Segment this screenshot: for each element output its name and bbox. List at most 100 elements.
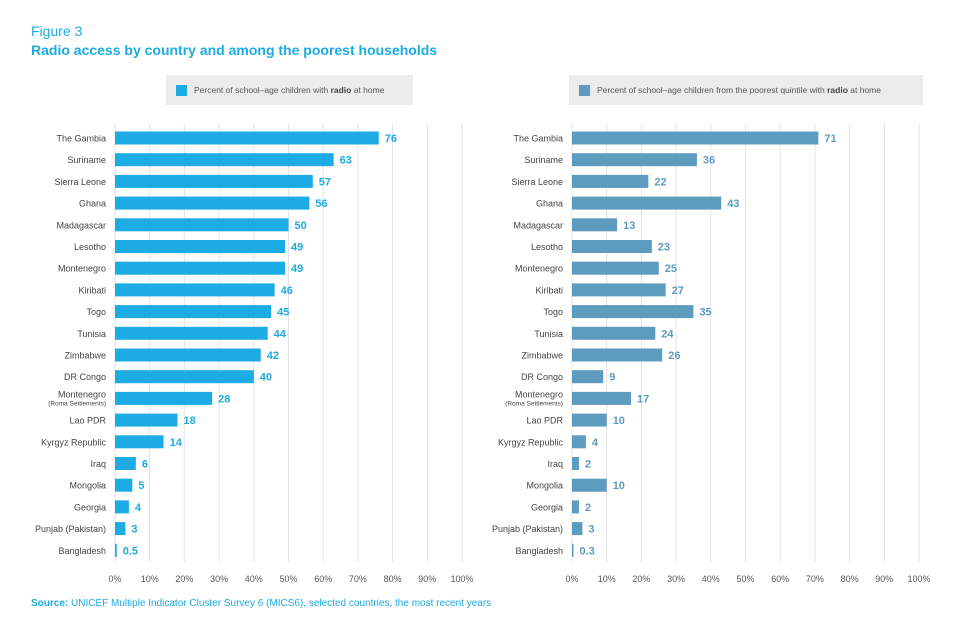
value-label: 9: [609, 372, 615, 384]
category-label: Montenegro: [515, 264, 563, 274]
x-tick-label: 10%: [598, 574, 616, 584]
value-label: 26: [668, 350, 680, 362]
bar: [572, 326, 656, 340]
x-tick-label: 20%: [632, 574, 650, 584]
value-label: 45: [277, 307, 289, 319]
category-label: Mongolia: [69, 481, 106, 491]
category-label: Lesotho: [74, 242, 106, 252]
value-label: 44: [274, 328, 287, 340]
legend-swatch-left: [176, 84, 187, 96]
value-label: 14: [170, 437, 183, 449]
bar: [572, 457, 579, 470]
category-label: Kiribati: [535, 285, 563, 295]
value-label: 24: [661, 328, 674, 340]
category-label: Montenegro: [515, 389, 563, 399]
category-label: Montenegro: [58, 264, 106, 274]
bar: [572, 500, 579, 514]
bar: [572, 261, 659, 275]
bar: [572, 305, 694, 319]
bar: [115, 543, 117, 557]
value-label: 0.3: [580, 545, 595, 557]
legend-text-left: Percent of school–age children with radi…: [194, 85, 385, 95]
bar: [572, 478, 607, 492]
x-tick-label: 50%: [736, 574, 754, 584]
value-label: 71: [824, 133, 836, 145]
value-label: 28: [218, 393, 230, 405]
value-label: 2: [585, 502, 591, 514]
x-tick-label: 60%: [314, 574, 332, 584]
category-label: Togo: [86, 307, 106, 317]
x-tick-label: 40%: [245, 574, 263, 584]
x-tick-label: 90%: [875, 574, 893, 584]
value-label: 13: [623, 220, 635, 232]
value-label: 2: [585, 459, 591, 471]
category-label: Lesotho: [531, 242, 563, 252]
category-label: Kiribati: [78, 285, 106, 295]
bar: [115, 196, 310, 210]
chart-title: Radio access by country and among the po…: [31, 42, 438, 58]
bar: [572, 131, 819, 145]
category-label: Ghana: [536, 199, 563, 209]
bar: [115, 131, 379, 145]
x-tick-label: 70%: [349, 574, 367, 584]
bar: [115, 391, 213, 405]
category-label: Lao PDR: [526, 416, 563, 426]
value-label: 18: [183, 415, 195, 427]
category-label: Madagascar: [513, 220, 563, 230]
value-label: 6: [142, 459, 148, 471]
category-label: Zimbabwe: [521, 351, 563, 361]
category-label: Iraq: [547, 459, 563, 469]
category-label: Georgia: [531, 502, 563, 512]
bar: [115, 413, 178, 427]
bar: [115, 218, 289, 232]
value-label: 36: [703, 155, 715, 167]
category-label: Suriname: [67, 155, 106, 165]
bar: [572, 413, 607, 427]
value-label: 43: [727, 198, 739, 210]
bar: [572, 153, 697, 167]
legend-right: Percent of school–age children from the …: [569, 75, 923, 105]
bar: [115, 457, 136, 470]
category-label: Georgia: [74, 502, 106, 512]
category-label: Sierra Leone: [511, 177, 563, 187]
value-label: 3: [588, 524, 594, 536]
bar: [115, 500, 129, 514]
bar: [572, 370, 604, 384]
category-label: Zimbabwe: [64, 351, 106, 361]
value-label: 57: [319, 176, 331, 188]
x-tick-label: 80%: [384, 574, 402, 584]
bar: [115, 240, 286, 253]
value-label: 22: [654, 176, 666, 188]
bar: [572, 283, 666, 297]
x-tick-label: 0%: [565, 574, 578, 584]
bar: [115, 261, 286, 275]
bar: [115, 522, 126, 536]
category-label: Mongolia: [526, 481, 563, 491]
category-label-sub: (Roma Settlements): [48, 400, 106, 407]
x-tick-label: 80%: [841, 574, 859, 584]
x-tick-label: 100%: [450, 574, 473, 584]
category-label: Iraq: [90, 459, 106, 469]
category-label: Lao PDR: [69, 416, 106, 426]
value-label: 63: [340, 155, 352, 167]
value-label: 17: [637, 393, 649, 405]
bar: [115, 326, 268, 340]
value-label: 23: [658, 242, 670, 254]
bar: [572, 522, 583, 536]
value-label: 49: [291, 242, 303, 254]
value-label: 10: [613, 480, 625, 492]
value-label: 25: [665, 263, 677, 275]
category-label: Tunisia: [534, 329, 563, 339]
value-label: 3: [131, 524, 137, 536]
bar: [115, 174, 313, 188]
value-label: 27: [672, 285, 684, 297]
category-label: Bangladesh: [515, 546, 563, 556]
category-label: The Gambia: [513, 134, 563, 144]
category-label: Togo: [543, 307, 563, 317]
bar: [115, 370, 254, 384]
value-label: 76: [385, 133, 397, 145]
bar: [572, 218, 618, 232]
x-tick-label: 20%: [175, 574, 193, 584]
x-tick-label: 0%: [108, 574, 121, 584]
